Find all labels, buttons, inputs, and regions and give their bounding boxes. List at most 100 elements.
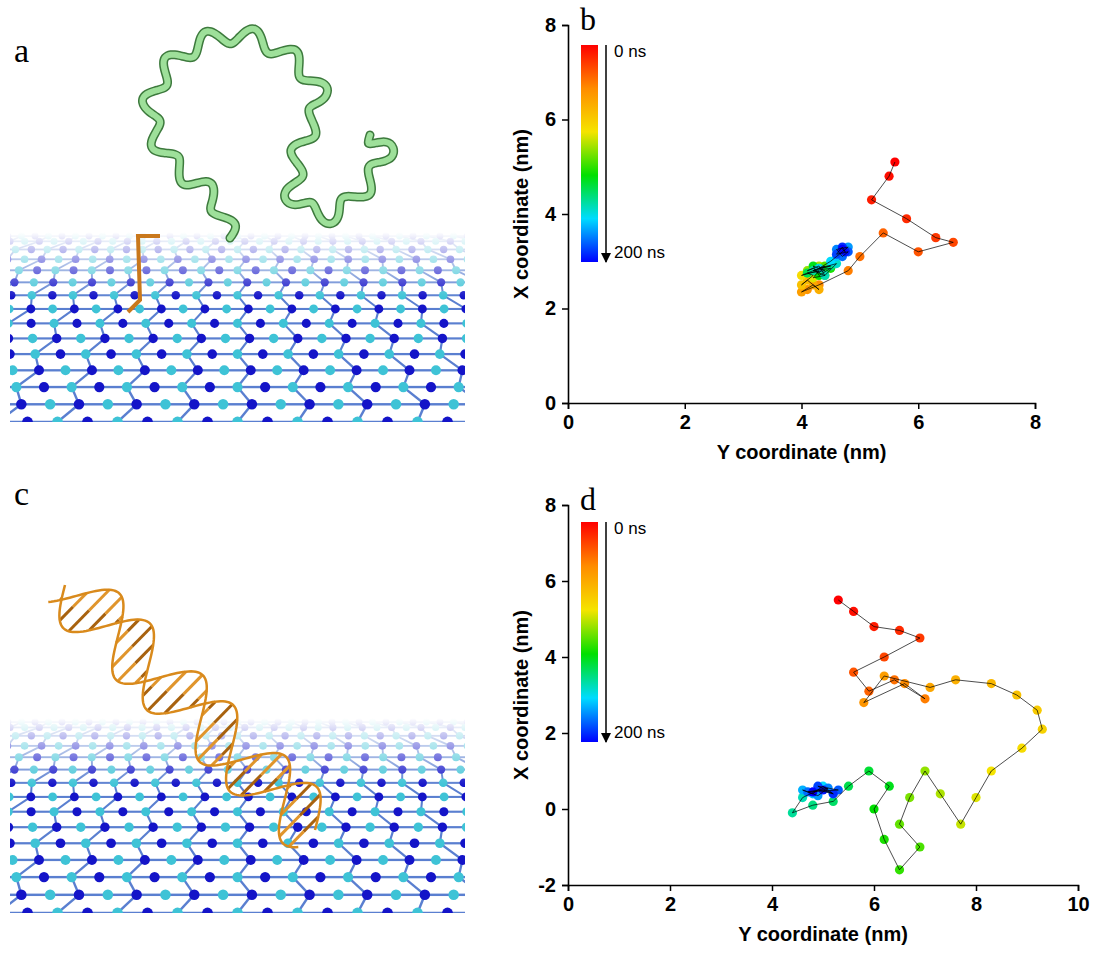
side-chain (128, 236, 160, 312)
tick: 0 (563, 885, 574, 915)
tick-label: 6 (545, 108, 556, 130)
tick: 2 (545, 722, 568, 744)
colorbar-label: 0 ns (614, 519, 646, 538)
tick-label: 2 (680, 411, 691, 433)
tick-label: 0 (563, 411, 574, 433)
tick-mark (562, 505, 568, 507)
tick-label: 2 (665, 893, 676, 915)
tick-mark (670, 885, 672, 891)
base-pair (118, 663, 136, 681)
plot-area (788, 595, 1047, 874)
base-pair (69, 610, 89, 631)
axis-line (569, 404, 1036, 410)
tick-mark (1035, 403, 1037, 409)
tick-label: 6 (913, 411, 924, 433)
tick: 8 (971, 885, 982, 915)
tick-mark (562, 885, 568, 887)
tick-mark (918, 403, 920, 409)
x-axis-title: Y coordinate (nm) (717, 441, 887, 463)
y-axis: -2 0 2 4 6 8 (538, 494, 568, 896)
tick-mark (562, 403, 568, 405)
chart: 0246810-202468Y coordinate (nm)X coordin… (510, 481, 1090, 945)
base-pair (198, 739, 218, 759)
lattice (10, 232, 465, 422)
colorbar-gradient (581, 522, 598, 742)
tick-label: 10 (1067, 893, 1089, 915)
tick-label: 4 (796, 411, 808, 433)
y-axis-title: X coordinate (nm) (510, 129, 532, 299)
tick-label: 8 (1030, 411, 1041, 433)
base-pair (106, 597, 122, 614)
colorbar: 0 ns 200 ns (581, 42, 665, 262)
base-pair (184, 675, 203, 694)
tick-label: 4 (545, 203, 557, 225)
points (788, 595, 1047, 874)
lattice (10, 718, 465, 913)
tick: 4 (767, 885, 779, 915)
base-pair (60, 607, 73, 621)
tick: 8 (545, 494, 568, 516)
tick-mark (562, 25, 568, 27)
colorbar-label: 200 ns (614, 723, 665, 742)
points (797, 157, 958, 296)
panel-label: d (580, 481, 596, 517)
x-axis: 0 2 4 6 8 10 (563, 885, 1090, 915)
tick: 2 (665, 885, 676, 915)
dna-strand (48, 590, 298, 847)
tick-label: 0 (545, 392, 556, 414)
tick-label: 8 (545, 14, 556, 36)
x-axis-title: Y coordinate (nm) (738, 923, 908, 945)
panel-label: c (14, 475, 29, 512)
plot-area (797, 157, 958, 296)
panel-label: a (14, 32, 29, 69)
tick: -2 (538, 874, 568, 896)
protein-outline (142, 29, 393, 238)
axis-line (562, 26, 569, 404)
base-pair (300, 795, 320, 816)
base-pair (214, 704, 232, 722)
tick-label: 8 (971, 893, 982, 915)
tick-mark (685, 403, 687, 409)
tick: 4 (796, 403, 808, 433)
dna-strand (59, 585, 320, 830)
colorbar-gradient (581, 45, 598, 262)
protein-ribbon (142, 29, 393, 238)
base-pair (279, 815, 299, 836)
tick-mark (562, 809, 568, 811)
tick: 8 (1030, 403, 1041, 433)
tick: 6 (913, 403, 924, 433)
x-axis: 0 2 4 6 8 (563, 403, 1041, 433)
panel-label: b (580, 1, 596, 37)
tick-label: 4 (767, 893, 779, 915)
tick: 6 (545, 108, 568, 130)
axis-line (562, 506, 569, 886)
tick-label: 6 (545, 570, 556, 592)
base-pair (261, 754, 281, 775)
y-axis: 0 2 4 6 8 (545, 14, 569, 414)
base-pair (277, 766, 290, 779)
trajectory-line (792, 600, 1042, 870)
fade (10, 232, 465, 422)
tick-label: 2 (545, 297, 556, 319)
tick: 0 (545, 798, 568, 820)
tick: 4 (545, 646, 568, 668)
dna (48, 585, 320, 847)
tick: 2 (545, 297, 568, 319)
tick-mark (562, 214, 568, 216)
tick-label: 0 (545, 798, 556, 820)
colorbar-arrow (605, 45, 607, 262)
colorbar-label: 200 ns (614, 243, 665, 262)
colorbar-arrow (605, 522, 607, 742)
tick-label: 6 (869, 893, 880, 915)
colorbar: 0 ns 200 ns (581, 519, 665, 742)
tick: 0 (545, 392, 568, 414)
tick: 10 (1067, 885, 1089, 915)
base-pair (148, 691, 167, 711)
tick: 0 (563, 403, 574, 433)
chart: 0 2 4 6 8 0 2 4 6 8 Y coordinate (nm) X coordinate … (510, 1, 1041, 463)
trajectory-line (802, 162, 954, 292)
tick-label: -2 (538, 874, 556, 896)
fade (10, 718, 465, 913)
base-pair (132, 626, 152, 646)
colorbar-label: 0 ns (614, 42, 646, 61)
